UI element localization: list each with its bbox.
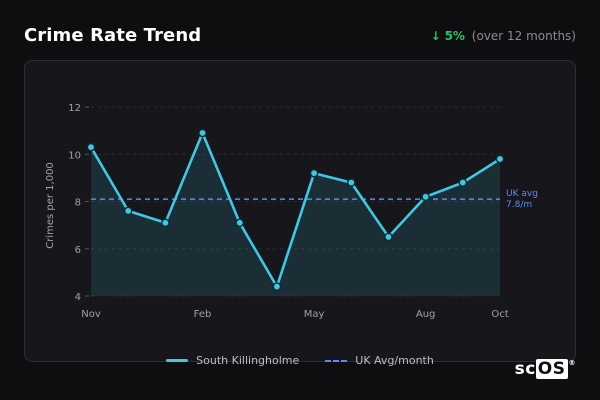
data-point[interactable]: [123, 206, 133, 216]
data-point[interactable]: [198, 128, 207, 138]
y-tick-label: 8: [75, 198, 81, 209]
down-arrow-icon: ↓: [430, 29, 441, 43]
data-point[interactable]: [346, 178, 356, 187]
chart-card: [24, 60, 576, 362]
data-point[interactable]: [86, 142, 96, 152]
legend-item-reference[interactable]: UK Avg/month: [325, 354, 434, 367]
data-point[interactable]: [495, 154, 505, 164]
chart-legend: South Killingholme UK Avg/month: [0, 354, 600, 367]
series-line: [89, 131, 501, 288]
y-tick-label: 12: [68, 103, 81, 114]
y-axis-label: Crimes per 1,000: [45, 162, 56, 249]
legend-item-series[interactable]: South Killingholme: [166, 354, 299, 367]
y-tick-label: 6: [75, 245, 81, 256]
x-tick-label: Feb: [194, 309, 212, 320]
x-tick-label: Nov: [81, 309, 101, 320]
data-point[interactable]: [161, 218, 170, 228]
change-value: 5%: [444, 29, 465, 43]
reference-label-line1: UK avg: [506, 189, 538, 199]
y-tick-label: 4: [75, 292, 81, 303]
series-swatch: [166, 359, 189, 362]
legend-series-label: South Killingholme: [196, 354, 300, 367]
reference-label-line2: 7.8/m: [506, 200, 532, 210]
x-tick-label: Oct: [491, 309, 508, 320]
data-point[interactable]: [458, 178, 468, 187]
series-area-fill: [91, 133, 500, 296]
data-point[interactable]: [309, 168, 319, 178]
reference-swatch: [325, 359, 348, 362]
change-period: (over 12 months): [471, 29, 576, 43]
change-indicator: ↓ 5% (over 12 months): [431, 29, 576, 43]
brand-logo: sc OS ®: [514, 359, 576, 379]
data-point[interactable]: [384, 232, 393, 242]
x-tick-label: May: [304, 309, 325, 320]
y-tick-label: 10: [68, 150, 81, 161]
data-point[interactable]: [421, 192, 430, 202]
data-point[interactable]: [235, 218, 245, 228]
data-point[interactable]: [272, 282, 282, 291]
chart-title: Crime Rate Trend: [24, 25, 202, 46]
legend-reference-label: UK Avg/month: [355, 354, 434, 367]
x-tick-label: Aug: [416, 309, 436, 320]
